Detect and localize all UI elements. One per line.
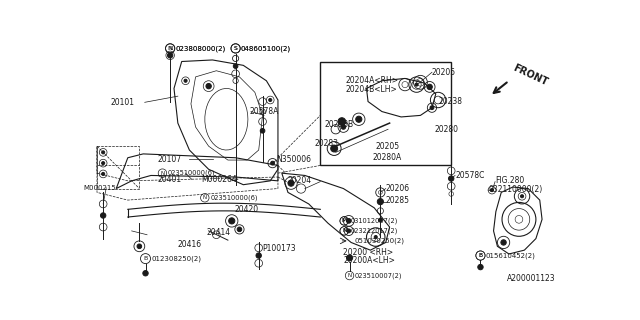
Circle shape: [501, 240, 506, 245]
Text: 20258B: 20258B: [324, 120, 353, 129]
Circle shape: [102, 162, 105, 165]
Text: 023510007(2): 023510007(2): [355, 272, 403, 279]
Text: A200001123: A200001123: [508, 274, 556, 283]
Text: 023212017(2): 023212017(2): [350, 228, 397, 234]
Circle shape: [478, 264, 483, 270]
Text: 031012007(2): 031012007(2): [350, 218, 397, 224]
Text: M000215: M000215: [83, 185, 116, 191]
Circle shape: [331, 145, 338, 152]
Text: N: N: [203, 195, 207, 200]
Circle shape: [271, 161, 275, 165]
Circle shape: [168, 53, 173, 58]
Text: 048605100(2): 048605100(2): [241, 45, 291, 52]
Text: N: N: [348, 273, 351, 278]
Circle shape: [269, 99, 272, 101]
Text: 20204B<LH>: 20204B<LH>: [346, 85, 397, 94]
Text: 20200 <RH>: 20200 <RH>: [344, 248, 394, 257]
Circle shape: [341, 124, 346, 129]
Text: 20200A<LH>: 20200A<LH>: [344, 256, 396, 265]
Text: M: M: [342, 218, 347, 223]
Text: 023808000(2): 023808000(2): [175, 45, 226, 52]
Circle shape: [346, 219, 351, 223]
Text: 20285: 20285: [386, 196, 410, 205]
Text: 20101: 20101: [111, 98, 135, 107]
Circle shape: [347, 229, 351, 233]
Text: 20205: 20205: [376, 142, 400, 151]
Circle shape: [206, 84, 211, 89]
Text: M: M: [342, 218, 347, 223]
Bar: [320, 61, 451, 165]
Text: B: B: [479, 253, 483, 258]
Text: N350006: N350006: [276, 155, 312, 164]
Text: 20204: 20204: [288, 176, 312, 185]
Text: S: S: [234, 46, 237, 51]
Circle shape: [415, 83, 418, 86]
Circle shape: [137, 244, 141, 249]
Text: 051030250(2): 051030250(2): [355, 238, 405, 244]
Text: 20416: 20416: [178, 240, 202, 249]
Circle shape: [378, 198, 383, 205]
Circle shape: [184, 79, 187, 82]
Text: 20206: 20206: [386, 184, 410, 193]
Text: N: N: [342, 228, 346, 233]
Text: N: N: [168, 46, 172, 51]
Text: 032110000(2): 032110000(2): [488, 185, 543, 194]
Circle shape: [430, 106, 434, 110]
Text: N: N: [168, 46, 173, 51]
Text: 20107: 20107: [157, 155, 181, 164]
Text: 20420: 20420: [234, 205, 258, 214]
Text: FRONT: FRONT: [511, 63, 549, 88]
Circle shape: [102, 151, 105, 154]
Text: 023510000(6): 023510000(6): [168, 170, 215, 176]
Text: P100173: P100173: [262, 244, 296, 253]
Circle shape: [256, 253, 261, 258]
Text: S: S: [234, 46, 237, 51]
Text: 023808000(2): 023808000(2): [175, 45, 226, 52]
Text: 20283: 20283: [314, 140, 338, 148]
Text: 20414: 20414: [206, 228, 230, 237]
Circle shape: [346, 255, 353, 261]
Circle shape: [288, 180, 294, 186]
Circle shape: [356, 116, 362, 122]
Text: M000264: M000264: [201, 175, 237, 184]
Text: 20238: 20238: [438, 97, 462, 106]
Text: 023510000(6): 023510000(6): [210, 195, 258, 201]
Circle shape: [374, 236, 378, 239]
Circle shape: [338, 118, 346, 125]
Circle shape: [102, 172, 105, 175]
Text: 20280A: 20280A: [372, 153, 402, 162]
Text: N: N: [342, 228, 346, 233]
Text: 012308250(2): 012308250(2): [152, 255, 202, 262]
Text: 20204A<RH>: 20204A<RH>: [346, 76, 399, 85]
Text: 20205: 20205: [432, 68, 456, 77]
Text: FIG.280: FIG.280: [495, 176, 524, 185]
Text: 20280: 20280: [435, 125, 458, 134]
Circle shape: [228, 218, 235, 224]
Text: 20401: 20401: [157, 175, 181, 184]
Text: B: B: [143, 256, 148, 261]
Circle shape: [234, 64, 238, 68]
Circle shape: [100, 213, 106, 218]
Text: 048605100(2): 048605100(2): [241, 45, 291, 52]
Text: N: N: [161, 171, 164, 176]
Circle shape: [490, 188, 493, 192]
Text: B: B: [479, 253, 483, 258]
Text: 015610452(2): 015610452(2): [486, 252, 536, 259]
Circle shape: [237, 227, 242, 232]
Circle shape: [520, 195, 524, 198]
Circle shape: [143, 270, 148, 276]
Text: 20578A: 20578A: [250, 107, 279, 116]
Circle shape: [427, 84, 433, 90]
Circle shape: [260, 129, 265, 133]
Text: 20578C: 20578C: [455, 171, 484, 180]
Circle shape: [449, 176, 454, 181]
Circle shape: [378, 218, 382, 222]
